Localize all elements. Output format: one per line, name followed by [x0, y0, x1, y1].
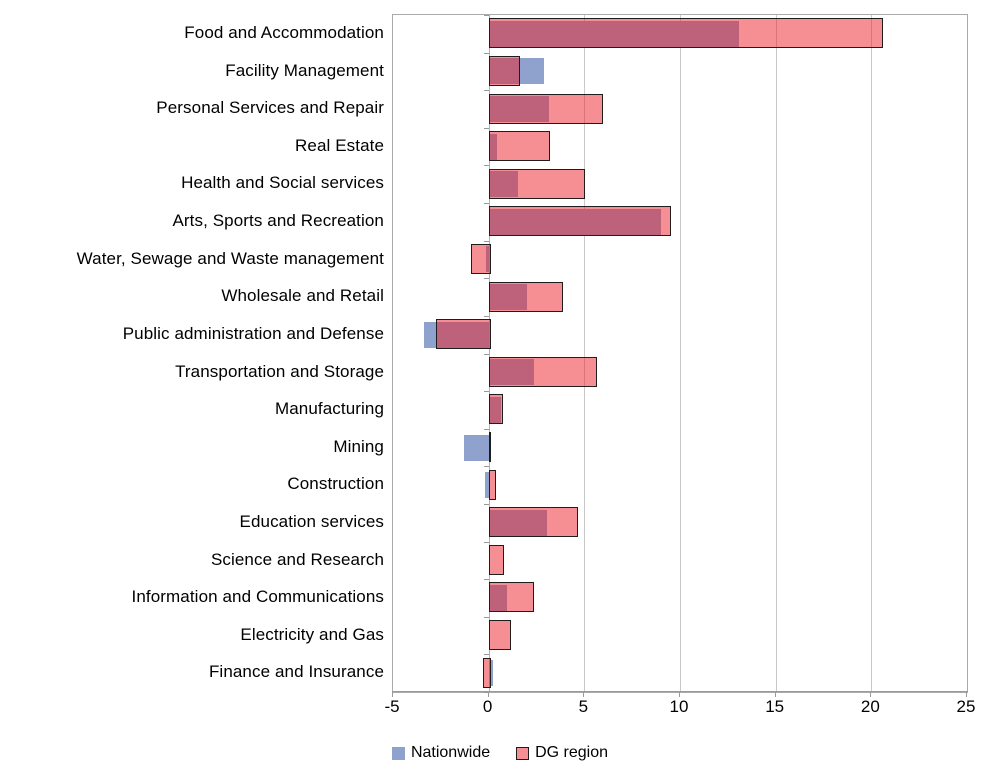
- category-label: Information and Communications: [131, 587, 384, 607]
- legend-item-nationwide: Nationwide: [391, 744, 491, 762]
- x-tick-label: 10: [669, 697, 689, 716]
- category-label: Real Estate: [295, 135, 384, 155]
- bar-dg-region: [488, 168, 586, 199]
- zero-axis-line: [488, 15, 490, 692]
- legend-item-dg-region: DG region: [516, 744, 608, 762]
- plot-area: [392, 14, 968, 693]
- bar-dg-region: [488, 582, 534, 613]
- category-label: Facility Management: [225, 60, 384, 80]
- category-tick: [483, 90, 489, 92]
- category-tick: [483, 391, 489, 393]
- x-tick-label: 25: [956, 697, 976, 716]
- bar-nationwide: [463, 434, 489, 461]
- x-tick-label: 0: [482, 697, 493, 716]
- x-tick-mark: [583, 692, 585, 697]
- x-tick-label: 5: [578, 697, 589, 716]
- x-tick-label: 15: [765, 697, 785, 716]
- x-tick-mark: [392, 692, 393, 697]
- bar-dg-region: [488, 281, 564, 312]
- x-axis-line: [392, 691, 968, 692]
- category-label: Wholesale and Retail: [221, 286, 384, 306]
- bar-dg-region: [488, 620, 511, 651]
- bar-dg-region: [488, 507, 578, 538]
- bar-dg-region: [488, 432, 491, 463]
- bar-nationwide: [484, 472, 489, 499]
- category-tick: [483, 466, 489, 468]
- bar-dg-region: [482, 657, 491, 688]
- category-label: Health and Social services: [181, 173, 384, 193]
- category-tick: [483, 353, 489, 355]
- x-tick-label: -5: [384, 697, 400, 716]
- bar-dg-region: [488, 206, 671, 237]
- bar-dg-region: [488, 544, 505, 575]
- category-tick: [483, 428, 489, 430]
- bar-dg-region: [471, 243, 491, 274]
- category-label: Science and Research: [210, 549, 384, 569]
- bar-dg-region: [488, 394, 504, 425]
- category-label: Electricity and Gas: [240, 624, 384, 644]
- category-label: Mining: [333, 436, 384, 456]
- category-label: Personal Services and Repair: [156, 98, 384, 118]
- bar-dg-region: [488, 469, 497, 500]
- x-tick-mark: [870, 692, 872, 697]
- category-tick: [483, 127, 489, 129]
- bar-dg-region: [488, 55, 521, 86]
- category-tick: [483, 278, 489, 280]
- x-tick-mark: [774, 692, 776, 697]
- category-label: Education services: [239, 511, 384, 531]
- x-tick-mark: [679, 692, 680, 697]
- legend-label-nationwide: Nationwide: [410, 744, 491, 761]
- category-label: Public administration and Defense: [122, 323, 384, 343]
- category-label: Water, Sewage and Waste management: [76, 248, 384, 268]
- category-tick: [483, 15, 489, 16]
- category-tick: [483, 541, 489, 543]
- category-label: Transportation and Storage: [175, 361, 384, 381]
- category-tick: [483, 203, 489, 205]
- x-tick-mark: [487, 692, 489, 697]
- bar-dg-region: [436, 319, 491, 350]
- nationwide-swatch-icon: [391, 746, 405, 760]
- category-tick: [483, 654, 489, 656]
- bar-dg-region: [488, 356, 597, 387]
- gridline-15: [775, 15, 777, 692]
- category-label: Finance and Insurance: [208, 662, 384, 682]
- category-label: Construction: [287, 474, 384, 494]
- category-tick: [483, 165, 489, 167]
- category-label: Arts, Sports and Recreation: [172, 211, 384, 231]
- category-tick: [483, 579, 489, 581]
- category-label: Manufacturing: [274, 399, 384, 419]
- bar-dg-region: [488, 18, 883, 49]
- gridline-20: [871, 15, 873, 692]
- category-tick: [483, 692, 489, 693]
- x-tick-mark: [966, 692, 967, 697]
- category-tick: [483, 240, 489, 242]
- bar-nationwide: [488, 660, 494, 687]
- category-tick: [483, 52, 489, 54]
- bar-dg-region: [488, 131, 550, 162]
- category-tick: [483, 616, 489, 618]
- bar-dg-region: [488, 93, 603, 124]
- chart-legend: Nationwide DG region: [0, 744, 1000, 762]
- category-tick: [483, 503, 489, 505]
- dg-region-swatch-icon: [516, 746, 530, 760]
- category-tick: [483, 315, 489, 317]
- gridline-5: [584, 15, 586, 692]
- legend-label-dg-region: DG region: [535, 744, 609, 761]
- category-label: Food and Accommodation: [184, 23, 384, 42]
- gridline-10: [680, 15, 681, 692]
- x-tick-label: 20: [860, 697, 880, 716]
